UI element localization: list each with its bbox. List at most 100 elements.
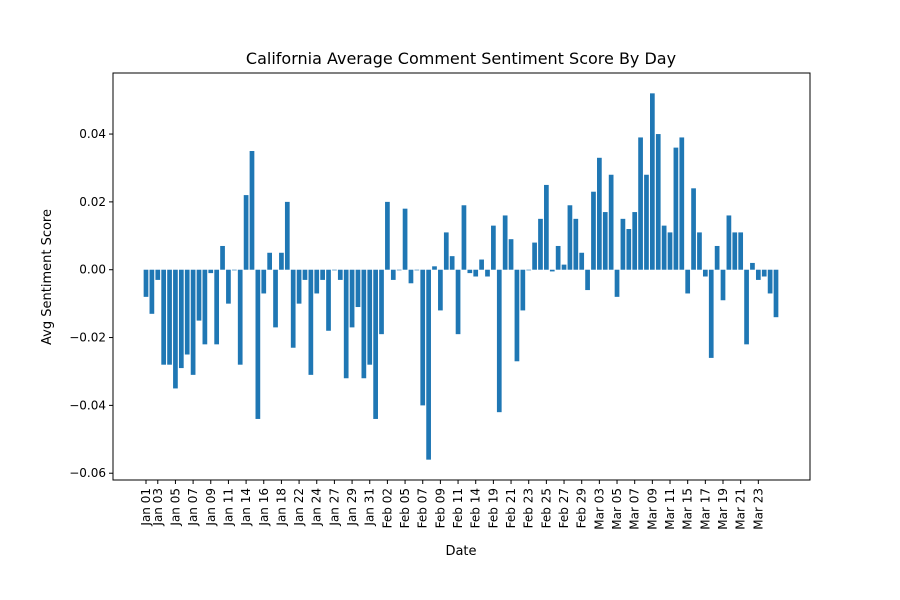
bar xyxy=(673,147,679,270)
bar xyxy=(149,269,155,314)
bar xyxy=(767,269,773,294)
y-tick-label: −0.04 xyxy=(69,398,106,412)
bar xyxy=(561,264,567,270)
bar xyxy=(208,269,214,274)
bar xyxy=(390,269,396,280)
bar xyxy=(184,269,190,355)
y-tick-label: 0.04 xyxy=(79,127,106,141)
x-tick-label: Mar 15 xyxy=(681,488,695,530)
x-tick-label: Feb 25 xyxy=(539,488,553,528)
bar xyxy=(173,269,178,389)
bar xyxy=(555,245,561,270)
bar xyxy=(544,184,549,270)
bar xyxy=(414,269,420,271)
y-tick-label: −0.02 xyxy=(69,331,106,345)
bar xyxy=(385,201,390,270)
bar xyxy=(491,225,496,270)
bar xyxy=(638,137,643,270)
bar xyxy=(661,225,667,270)
bar xyxy=(755,269,761,280)
bar xyxy=(496,269,502,413)
bar xyxy=(773,269,779,318)
bar xyxy=(249,151,255,270)
y-axis: −0.06 −0.04 −0.02 0.00 0.02 0.04 xyxy=(69,127,113,480)
x-tick-label: Feb 14 xyxy=(469,488,483,528)
bar xyxy=(697,232,702,270)
plot-frame xyxy=(112,72,811,481)
x-tick-label: Mar 03 xyxy=(592,488,606,530)
bar xyxy=(443,232,449,270)
bar xyxy=(573,218,579,270)
bar xyxy=(167,269,172,365)
x-tick-label: Feb 05 xyxy=(398,488,412,528)
bar xyxy=(402,208,408,270)
bar xyxy=(379,269,384,335)
bar xyxy=(667,232,673,270)
x-tick-label: Feb 21 xyxy=(504,488,518,528)
bar xyxy=(373,269,378,419)
bar xyxy=(196,269,202,321)
bar xyxy=(332,269,337,271)
bar xyxy=(284,201,290,270)
x-tick-label: Feb 11 xyxy=(451,488,465,528)
bar xyxy=(273,269,278,328)
x-tick-label: Jan 05 xyxy=(168,488,182,527)
bar xyxy=(538,218,543,270)
bar xyxy=(502,215,508,270)
bar xyxy=(432,266,437,270)
bar xyxy=(243,195,249,270)
chart-title: California Average Comment Sentiment Sco… xyxy=(246,49,676,68)
x-tick-label: Jan 01 xyxy=(139,488,153,527)
bar xyxy=(337,269,343,280)
x-tick-label: Mar 19 xyxy=(716,488,730,530)
bar xyxy=(231,269,237,271)
x-tick-label: Feb 07 xyxy=(416,488,430,528)
bar xyxy=(161,269,167,365)
x-tick-label: Mar 07 xyxy=(628,488,642,530)
bar xyxy=(679,137,685,270)
bar xyxy=(549,269,555,272)
x-tick-label: Feb 19 xyxy=(486,488,500,528)
x-tick-label: Mar 23 xyxy=(751,488,765,530)
x-tick-label: Mar 11 xyxy=(663,488,677,530)
bar xyxy=(479,259,484,270)
x-tick-label: Feb 27 xyxy=(557,488,571,528)
bar xyxy=(467,269,473,274)
bar xyxy=(526,269,532,271)
bar xyxy=(761,269,767,277)
bar xyxy=(396,269,402,271)
bar xyxy=(326,269,331,331)
bar xyxy=(296,269,302,304)
x-tick-label: Jan 31 xyxy=(363,488,377,527)
bar xyxy=(408,269,414,284)
bar xyxy=(620,218,626,270)
x-tick-label: Jan 29 xyxy=(345,488,359,527)
x-tick-label: Jan 24 xyxy=(310,488,324,527)
bar xyxy=(655,134,661,270)
x-tick-label: Jan 03 xyxy=(151,488,165,527)
x-axis-label: Date xyxy=(445,544,476,559)
bar xyxy=(420,269,426,406)
y-tick-label: 0.00 xyxy=(79,263,106,277)
bar xyxy=(473,269,479,277)
bar xyxy=(579,252,585,270)
bar xyxy=(237,269,243,365)
bars-group xyxy=(143,93,779,460)
x-tick-label: Jan 18 xyxy=(274,488,288,527)
bar xyxy=(702,269,708,277)
x-tick-label: Jan 07 xyxy=(186,488,200,527)
bar xyxy=(650,93,655,270)
bar xyxy=(608,174,614,270)
bar xyxy=(520,269,526,311)
bar xyxy=(367,269,373,365)
bar xyxy=(685,269,691,294)
bar xyxy=(508,239,514,270)
bar xyxy=(691,188,696,270)
bar xyxy=(143,269,149,297)
x-tick-label: Feb 23 xyxy=(522,488,536,528)
bar xyxy=(302,269,308,280)
bar xyxy=(532,242,537,270)
bar xyxy=(314,269,320,294)
